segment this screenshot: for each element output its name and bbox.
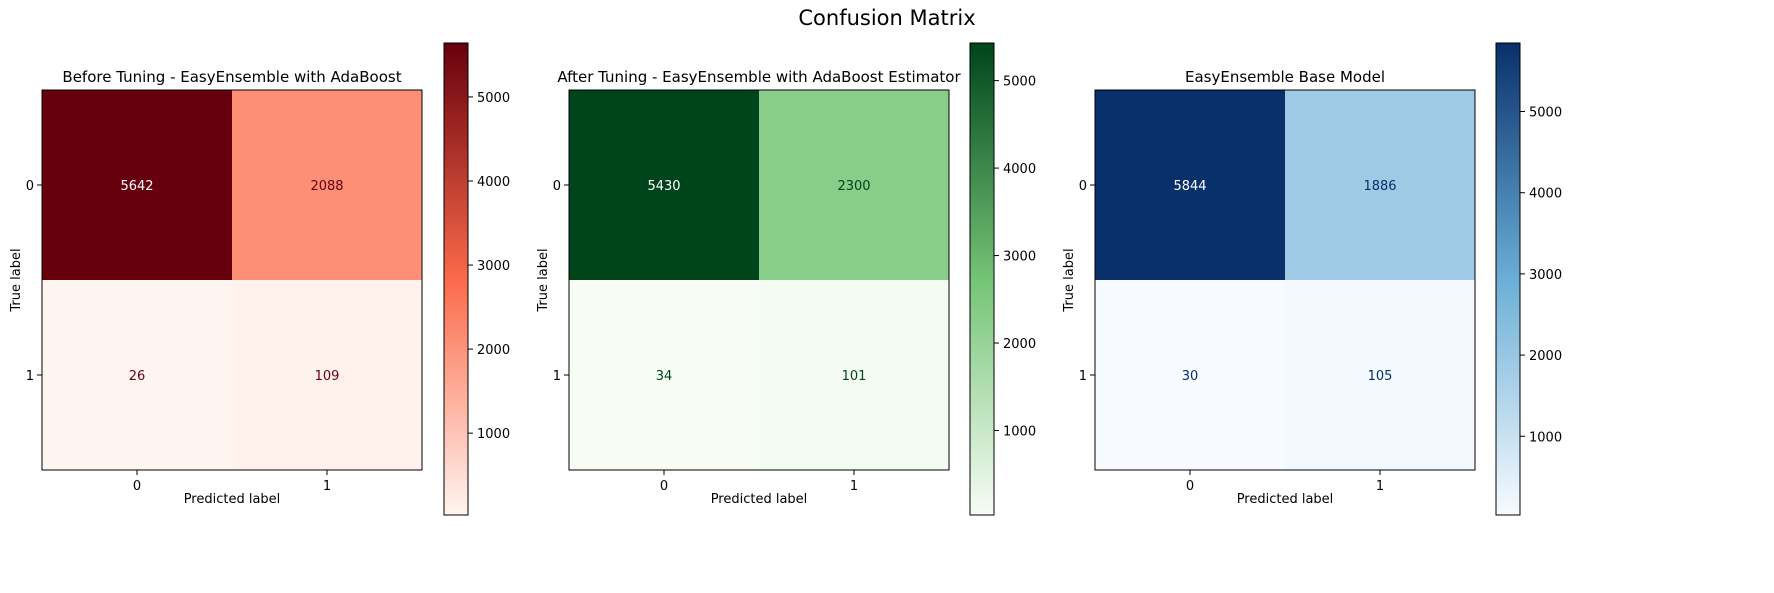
colorbar-tick-label: 2000 (1529, 349, 1562, 364)
y-axis-label: True label (9, 248, 24, 312)
cell-value-label: 109 (315, 369, 340, 384)
axes-frame (568, 89, 950, 471)
y-tick-label: 0 (26, 179, 34, 194)
colorbar-frame (969, 42, 995, 516)
matrix-cell (569, 90, 759, 280)
colorbar-tick-label: 5000 (477, 91, 510, 106)
cell-value-label: 30 (1182, 369, 1199, 384)
y-tick-label: 1 (26, 369, 34, 384)
cell-value-label: 1886 (1363, 179, 1396, 194)
cell-value-label: 2300 (837, 179, 870, 194)
colorbar (444, 43, 468, 515)
colorbar-tick-label: 4000 (1003, 162, 1036, 177)
colorbar-tick-label: 3000 (1003, 250, 1036, 265)
axes-frame (1094, 89, 1476, 471)
x-tick-label: 0 (133, 479, 141, 494)
matrix-cell (1095, 280, 1285, 470)
cell-value-label: 26 (129, 369, 146, 384)
x-tick-label: 0 (1186, 479, 1194, 494)
cell-value-label: 105 (1368, 369, 1393, 384)
matrix-cell (759, 90, 949, 280)
colorbar-tick-label: 1000 (1529, 430, 1562, 445)
x-axis-label: Predicted label (184, 492, 281, 507)
panel-title: EasyEnsemble Base Model (1185, 68, 1385, 86)
matrix-cell (42, 280, 232, 470)
colorbar-frame (1495, 42, 1521, 516)
matrix-cell (1095, 90, 1285, 280)
y-tick-label: 1 (553, 369, 561, 384)
panel-title: After Tuning - EasyEnsemble with AdaBoos… (557, 68, 961, 86)
axes-frame (41, 89, 423, 471)
colorbar-tick-label: 1000 (477, 427, 510, 442)
confusion-matrix-panel-1: Before Tuning - EasyEnsemble with AdaBoo… (9, 42, 510, 516)
cell-value-label: 5430 (647, 179, 680, 194)
x-axis-label: Predicted label (1237, 492, 1334, 507)
colorbar (1496, 43, 1520, 515)
colorbar-tick-label: 1000 (1003, 425, 1036, 440)
colorbar-tick-label: 3000 (477, 259, 510, 274)
colorbar-tick-label: 4000 (477, 175, 510, 190)
matrix-cell (569, 280, 759, 470)
colorbar (970, 43, 994, 515)
matrix-cell (42, 90, 232, 280)
panel-title: Before Tuning - EasyEnsemble with AdaBoo… (62, 68, 401, 86)
colorbar-tick-label: 4000 (1529, 187, 1562, 202)
colorbar-tick-label: 5000 (1003, 75, 1036, 90)
colorbar-frame (443, 42, 469, 516)
matrix-cell (1285, 280, 1475, 470)
x-tick-label: 1 (1376, 479, 1384, 494)
figure-title: Confusion Matrix (798, 6, 976, 30)
cell-value-label: 5844 (1173, 179, 1206, 194)
y-tick-label: 1 (1079, 369, 1087, 384)
confusion-matrix-panel-3: EasyEnsemble Base Model 5844 1886 30 105 0 1 0 1… (1062, 42, 1562, 516)
confusion-matrix-panel-2: After Tuning - EasyEnsemble with AdaBoos… (536, 42, 1036, 516)
cell-value-label: 101 (842, 369, 867, 384)
matrix-cell (759, 280, 949, 470)
cell-value-label: 2088 (310, 179, 343, 194)
colorbar-tick-label: 2000 (1003, 337, 1036, 352)
matrix-cell (232, 90, 422, 280)
colorbar-tick-label: 3000 (1529, 268, 1562, 283)
matrix-cell (1285, 90, 1475, 280)
x-tick-label: 1 (323, 479, 331, 494)
y-tick-label: 0 (553, 179, 561, 194)
x-axis-label: Predicted label (711, 492, 808, 507)
cell-value-label: 5642 (120, 179, 153, 194)
y-axis-label: True label (536, 248, 551, 312)
cell-value-label: 34 (656, 369, 673, 384)
y-tick-label: 0 (1079, 179, 1087, 194)
x-tick-label: 0 (660, 479, 668, 494)
y-axis-label: True label (1062, 248, 1077, 312)
colorbar-tick-label: 2000 (477, 343, 510, 358)
matrix-cell (232, 280, 422, 470)
colorbar-tick-label: 5000 (1529, 106, 1562, 121)
x-tick-label: 1 (850, 479, 858, 494)
